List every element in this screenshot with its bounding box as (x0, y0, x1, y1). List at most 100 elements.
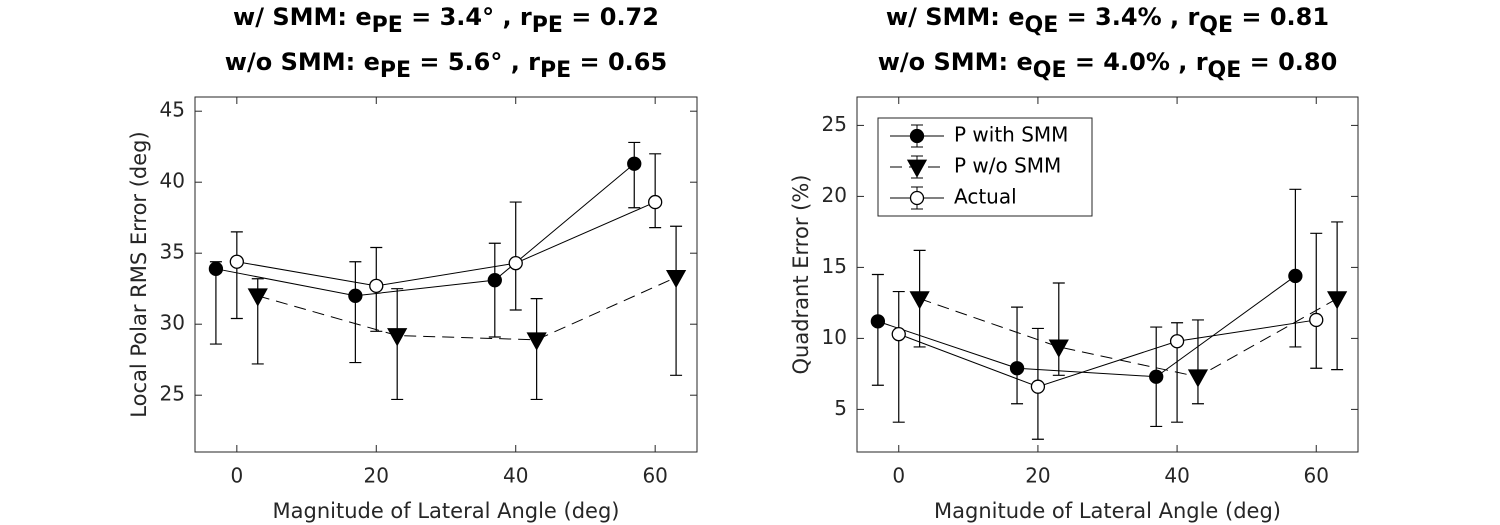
title-text: = 0.72 (563, 3, 659, 31)
marker (909, 291, 930, 310)
title-subscript: QE (1208, 58, 1242, 83)
legend-label: Actual (954, 185, 1017, 209)
title-subscript: PE (540, 58, 571, 83)
title-text: w/o SMM: e (878, 48, 1033, 76)
marker (229, 254, 244, 269)
title-subscript: PE (532, 13, 563, 38)
legend-label: P with SMM (954, 123, 1068, 147)
error-bar (649, 153, 662, 229)
title-subscript: PE (372, 13, 403, 38)
error-bar (230, 231, 243, 320)
series-line (215, 163, 635, 297)
y-tick-label: 35 (160, 240, 185, 264)
title-subscript: QE (1033, 58, 1067, 83)
legend: P with SMM P w/o SMM Actual (877, 117, 1093, 217)
error-bar (1052, 282, 1065, 376)
marker (508, 255, 523, 271)
marker (1149, 369, 1164, 384)
x-tick-label: 0 (892, 464, 905, 488)
marker (348, 288, 363, 303)
y-tick-label: 10 (822, 325, 847, 349)
marker (648, 194, 663, 210)
marker (1169, 334, 1185, 349)
marker (1187, 369, 1209, 388)
error-bar (892, 290, 905, 423)
marker (665, 269, 687, 289)
marker (1048, 339, 1069, 358)
x-tick-label: 40 (1164, 464, 1189, 488)
y-tick-label: 5 (834, 396, 847, 420)
marker (1030, 379, 1046, 394)
title-text: = 3.4° , r (403, 3, 532, 31)
chart-title: w/ SMM: eQE = 3.4% , rQE = 0.81 (886, 3, 1329, 38)
title-subscript: PE (380, 58, 411, 83)
x-axis-label: Magnitude of Lateral Angle (deg) (273, 499, 620, 523)
marker (1309, 312, 1324, 328)
title-text: w/ SMM: e (233, 3, 372, 31)
title-subscript: QE (1199, 13, 1233, 38)
marker (387, 328, 408, 347)
marker (369, 278, 384, 294)
x-tick-label: 40 (503, 464, 528, 488)
error-bar (1191, 319, 1204, 405)
marker (627, 156, 642, 171)
error-bar (628, 141, 641, 209)
x-tick-label: 20 (1025, 464, 1050, 488)
series-line (919, 298, 1338, 378)
series-line (257, 276, 677, 341)
series-line (236, 201, 656, 287)
x-tick-label: 60 (1304, 464, 1329, 488)
error-bar (1289, 188, 1302, 348)
y-axis-label: Local Polar RMS Error (deg) (127, 131, 151, 417)
title-text: = 0.65 (571, 48, 667, 76)
error-bar (670, 225, 683, 376)
error-bar (1310, 232, 1323, 369)
title-text: = 5.6° , r (411, 48, 540, 76)
marker (870, 314, 886, 329)
x-axis-label: Magnitude of Lateral Angle (deg) (934, 499, 1281, 523)
series-line (898, 319, 1317, 388)
title-text: = 4.0% , r (1066, 48, 1207, 76)
marker (526, 332, 547, 351)
error-bar (1011, 306, 1024, 405)
y-tick-label: 25 (822, 112, 847, 136)
title-subscript: QE (1025, 13, 1059, 38)
x-tick-label: 20 (364, 464, 389, 488)
chart-title: w/o SMM: eQE = 4.0% , rQE = 0.80 (878, 48, 1338, 83)
marker (208, 261, 224, 276)
title-text: = 3.4% , r (1058, 3, 1199, 31)
title-text: = 0.80 (1241, 48, 1337, 76)
chart-title: w/ SMM: ePE = 3.4° , rPE = 0.72 (233, 3, 659, 38)
plot-frame (856, 96, 1359, 453)
legend-label: P w/o SMM (954, 154, 1061, 178)
x-tick-label: 60 (642, 464, 667, 488)
y-tick-label: 15 (822, 254, 847, 278)
x-tick-label: 0 (230, 464, 243, 488)
series-line (877, 275, 1296, 378)
plot-frame (194, 96, 698, 453)
marker (906, 159, 928, 178)
error-bar (871, 273, 884, 386)
marker (487, 273, 502, 288)
y-tick-label: 45 (160, 98, 185, 122)
marker (909, 128, 925, 144)
axes: w/ SMM: ePE = 3.4° , rPE = 0.72w/o SMM: … (127, 3, 698, 523)
marker (247, 288, 268, 307)
y-tick-label: 20 (822, 183, 847, 207)
y-axis-label: Quadrant Error (%) (789, 175, 813, 375)
y-tick-label: 30 (160, 311, 185, 335)
marker (1288, 268, 1303, 284)
axes: w/ SMM: eQE = 3.4% , rQE = 0.81 w/o SMM: … (789, 3, 1359, 523)
marker (1009, 361, 1025, 376)
marker (909, 190, 925, 206)
y-tick-label: 40 (160, 169, 185, 193)
title-text: = 0.81 (1233, 3, 1329, 31)
marker (891, 326, 906, 342)
marker (1327, 291, 1348, 310)
y-tick-label: 25 (160, 382, 185, 406)
title-text: w/o SMM: e (225, 48, 380, 76)
error-bar (349, 261, 362, 364)
error-bar (488, 242, 501, 338)
